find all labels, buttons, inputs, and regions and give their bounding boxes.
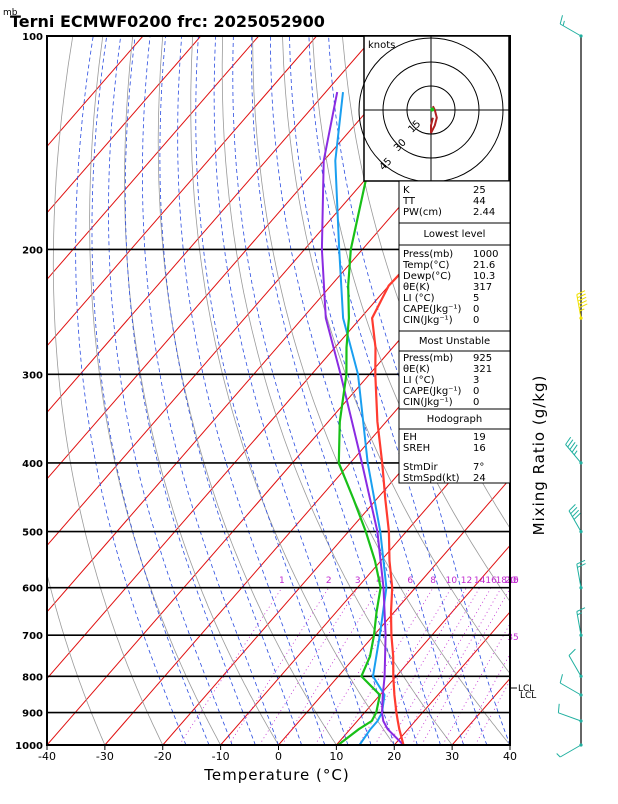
index-label: PW(cm) (403, 207, 442, 218)
table-title: Most Unstable (419, 336, 490, 347)
index-label: StmSpd(kt) (403, 473, 460, 484)
index-label: CAPE(Jkg⁻¹) (403, 386, 461, 397)
mixing-ratio-label: 14 (474, 576, 486, 586)
index-label: Dewp(°C) (403, 271, 451, 282)
mixing-ratio-label: 1 (279, 576, 285, 586)
indices-tables: K 25 TT 44 PW(cm) 2.44 Lowest level Press(mb) 10… (399, 181, 510, 484)
mixing-ratio-label: 8 (430, 576, 436, 586)
x-tick-label: 0 (275, 750, 282, 763)
table-title: Lowest level (424, 229, 486, 240)
pressure-tick-label: 500 (22, 528, 43, 539)
pressure-tick-label: 200 (22, 245, 43, 256)
pressure-tick-label: 300 (22, 370, 43, 381)
index-label: K (403, 185, 410, 196)
x-tick-label: -30 (96, 750, 114, 763)
index-label: Temp(°C) (402, 260, 450, 271)
index-label: SREH (403, 443, 430, 454)
wind-barb-base (579, 693, 582, 696)
table-title: Hodograph (427, 414, 482, 425)
mixing-ratio-label: 2 (326, 576, 332, 586)
index-value: 19 (473, 432, 486, 443)
x-axis-label: Temperature (°C) (203, 766, 349, 784)
wind-barb-base (579, 675, 582, 678)
index-label: θE(K) (403, 364, 430, 375)
pressure-tick-label: 900 (22, 709, 43, 720)
lcl-label: LCL (520, 691, 536, 701)
wind-barb-base (579, 719, 582, 722)
index-label: CIN(Jkg⁻¹) (403, 397, 453, 408)
index-value: 321 (473, 364, 492, 375)
index-label: CAPE(Jkg⁻¹) (403, 304, 461, 315)
index-value: 0 (473, 304, 479, 315)
index-value: 10.3 (473, 271, 495, 282)
wind-barb-base (579, 530, 582, 533)
index-label: Press(mb) (403, 353, 453, 364)
index-value: 1000 (473, 249, 498, 260)
pressure-tick-label: 400 (22, 459, 43, 470)
index-value: 5 (473, 293, 479, 304)
hodograph-unit-label: knots (368, 40, 395, 51)
chart-title: Terni ECMWF0200 frc: 2025052900 (10, 12, 325, 31)
mixing-ratio-label: 6 (407, 576, 413, 586)
index-label: Press(mb) (403, 249, 453, 260)
index-value: 2.44 (473, 207, 495, 218)
index-value: 0 (473, 397, 479, 408)
wind-barb-base (579, 461, 582, 464)
wind-barb-base (579, 743, 582, 746)
pressure-tick-label: 600 (22, 584, 43, 595)
index-value: 24 (473, 473, 486, 484)
index-label: StmDir (403, 462, 438, 473)
index-value: 925 (473, 353, 492, 364)
index-value: 25 (473, 185, 486, 196)
x-tick-label: 30 (445, 750, 459, 763)
index-label: EH (403, 432, 417, 443)
pressure-tick-label: 800 (22, 672, 43, 683)
index-value: 16 (473, 443, 486, 454)
index-label: LI (°C) (403, 293, 435, 304)
x-tick-label: -40 (38, 750, 56, 763)
mixing-ratio-label: 3 (355, 576, 361, 586)
wind-barb-base (579, 317, 582, 320)
index-value: 0 (473, 386, 479, 397)
pressure-tick-label: 100 (22, 32, 43, 43)
mixing-ratio-label: 12 (461, 576, 472, 586)
index-label: LI (°C) (403, 375, 435, 386)
wind-barb-base (579, 634, 582, 637)
index-value: 21.6 (473, 260, 495, 271)
index-label: θE(K) (403, 282, 430, 293)
index-label: CIN(Jkg⁻¹) (403, 315, 453, 326)
x-tick-label: -20 (154, 750, 172, 763)
wind-barb-base (579, 586, 582, 589)
index-value: 3 (473, 375, 479, 386)
x-tick-label: -10 (212, 750, 230, 763)
index-label: TT (402, 196, 416, 207)
index-value: 317 (473, 282, 492, 293)
pressure-tick-label: 700 (22, 631, 43, 642)
y-axis-label: Mixing Ratio (g/kg) (530, 375, 548, 536)
x-tick-label: 20 (387, 750, 401, 763)
index-value: 0 (473, 315, 479, 326)
wind-barb-base (579, 34, 582, 37)
index-value: 44 (473, 196, 486, 207)
x-tick-label: 10 (329, 750, 343, 763)
index-value: 7° (473, 462, 484, 473)
x-tick-label: 40 (503, 750, 517, 763)
mixing-ratio-label: 10 (446, 576, 458, 586)
hodograph-start-marker (430, 108, 434, 112)
